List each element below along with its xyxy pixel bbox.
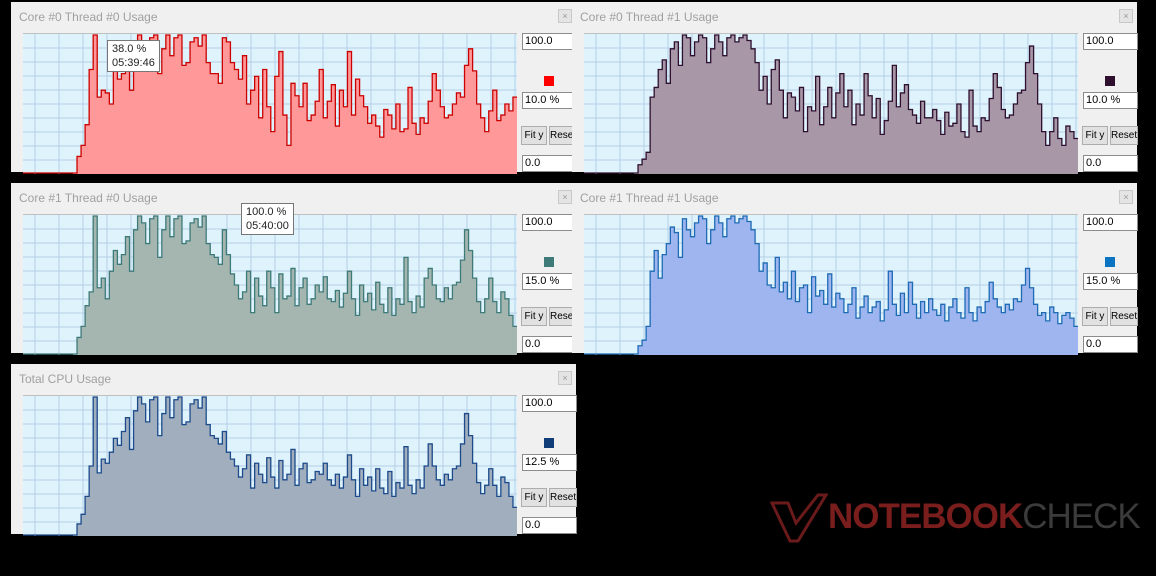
usage-graph-svg (23, 34, 517, 174)
value-tooltip: 100.0 % 05:40:00 (241, 203, 294, 235)
usage-graph-svg (23, 396, 517, 536)
watermark-part2: CHECK (1022, 497, 1141, 536)
reset-button[interactable]: Reset (549, 488, 577, 507)
panel-title: Core #1 Thread #0 Usage (19, 191, 158, 205)
reset-button[interactable]: Reset (1110, 126, 1138, 145)
usage-graph-svg (584, 215, 1078, 355)
panel-core0-thread1: Core #0 Thread #1 Usage × 100.0 10.0 % F… (572, 2, 1138, 174)
max-value-field[interactable]: 100.0 (522, 395, 577, 412)
close-icon[interactable]: × (1119, 190, 1133, 204)
tooltip-time: 05:40:00 (246, 220, 289, 232)
usage-graph-svg (584, 34, 1078, 174)
min-value-field[interactable]: 0.0 (1083, 336, 1138, 353)
close-icon[interactable]: × (558, 371, 572, 385)
notebookcheck-watermark: NOTEBOOKCHECK (768, 489, 1152, 551)
usage-graph[interactable] (584, 33, 1078, 174)
panel-core1-thread0: Core #1 Thread #0 Usage × 100.0 15.0 % F… (11, 183, 577, 355)
fit-y-button[interactable]: Fit y (1082, 307, 1108, 326)
usage-graph[interactable] (584, 214, 1078, 355)
series-color-swatch[interactable] (544, 438, 554, 448)
min-value-field[interactable]: 0.0 (522, 155, 577, 172)
usage-graph[interactable] (23, 214, 517, 355)
min-value-field[interactable]: 0.0 (522, 517, 577, 534)
watermark-text: NOTEBOOKCHECK (828, 497, 1141, 537)
value-tooltip: 38.0 % 05:39:46 (107, 40, 160, 72)
tooltip-value: 38.0 % (112, 43, 147, 55)
checkmark-logo-icon (769, 493, 828, 543)
close-icon[interactable]: × (558, 190, 572, 204)
current-value-field[interactable]: 15.0 % (522, 273, 577, 290)
usage-graph[interactable] (23, 33, 517, 174)
close-icon[interactable]: × (1119, 9, 1133, 23)
usage-area (634, 216, 1078, 355)
max-value-field[interactable]: 100.0 (1083, 33, 1138, 50)
min-value-field[interactable]: 0.0 (522, 336, 577, 353)
max-value-field[interactable]: 100.0 (522, 33, 577, 50)
fit-y-button[interactable]: Fit y (521, 307, 547, 326)
panel-title: Core #0 Thread #1 Usage (580, 10, 719, 24)
tooltip-time: 05:39:46 (112, 57, 155, 69)
panel-core0-thread0: Core #0 Thread #0 Usage × 100.0 10.0 % F… (11, 2, 577, 174)
series-color-swatch[interactable] (544, 76, 554, 86)
series-color-swatch[interactable] (1105, 257, 1115, 267)
panel-title: Total CPU Usage (19, 372, 112, 386)
fit-y-button[interactable]: Fit y (521, 126, 547, 145)
max-value-field[interactable]: 100.0 (522, 214, 577, 231)
reset-button[interactable]: Reset (1110, 307, 1138, 326)
current-value-field[interactable]: 10.0 % (522, 92, 577, 109)
usage-line (584, 215, 1078, 355)
panel-total-cpu: Total CPU Usage × 100.0 12.5 % Fit y Res… (11, 364, 577, 536)
min-value-field[interactable]: 0.0 (1083, 155, 1138, 172)
usage-area (73, 35, 517, 174)
current-value-field[interactable]: 10.0 % (1083, 92, 1138, 109)
series-color-swatch[interactable] (544, 257, 554, 267)
series-color-swatch[interactable] (1105, 76, 1115, 86)
panel-title: Core #1 Thread #1 Usage (580, 191, 719, 205)
reset-button[interactable]: Reset (549, 307, 577, 326)
panel-core1-thread1: Core #1 Thread #1 Usage × 100.0 15.0 % F… (572, 183, 1138, 355)
current-value-field[interactable]: 15.0 % (1083, 273, 1138, 290)
close-icon[interactable]: × (558, 9, 572, 23)
max-value-field[interactable]: 100.0 (1083, 214, 1138, 231)
fit-y-button[interactable]: Fit y (1082, 126, 1108, 145)
tooltip-value: 100.0 % (246, 206, 287, 218)
watermark-part1: NOTEBOOK (828, 497, 1023, 536)
usage-line (584, 34, 1078, 174)
panel-title: Core #0 Thread #0 Usage (19, 10, 158, 24)
fit-y-button[interactable]: Fit y (521, 488, 547, 507)
usage-graph-svg (23, 215, 517, 355)
usage-line (23, 396, 517, 536)
current-value-field[interactable]: 12.5 % (522, 454, 577, 471)
usage-graph[interactable] (23, 395, 517, 536)
usage-line (23, 215, 517, 355)
